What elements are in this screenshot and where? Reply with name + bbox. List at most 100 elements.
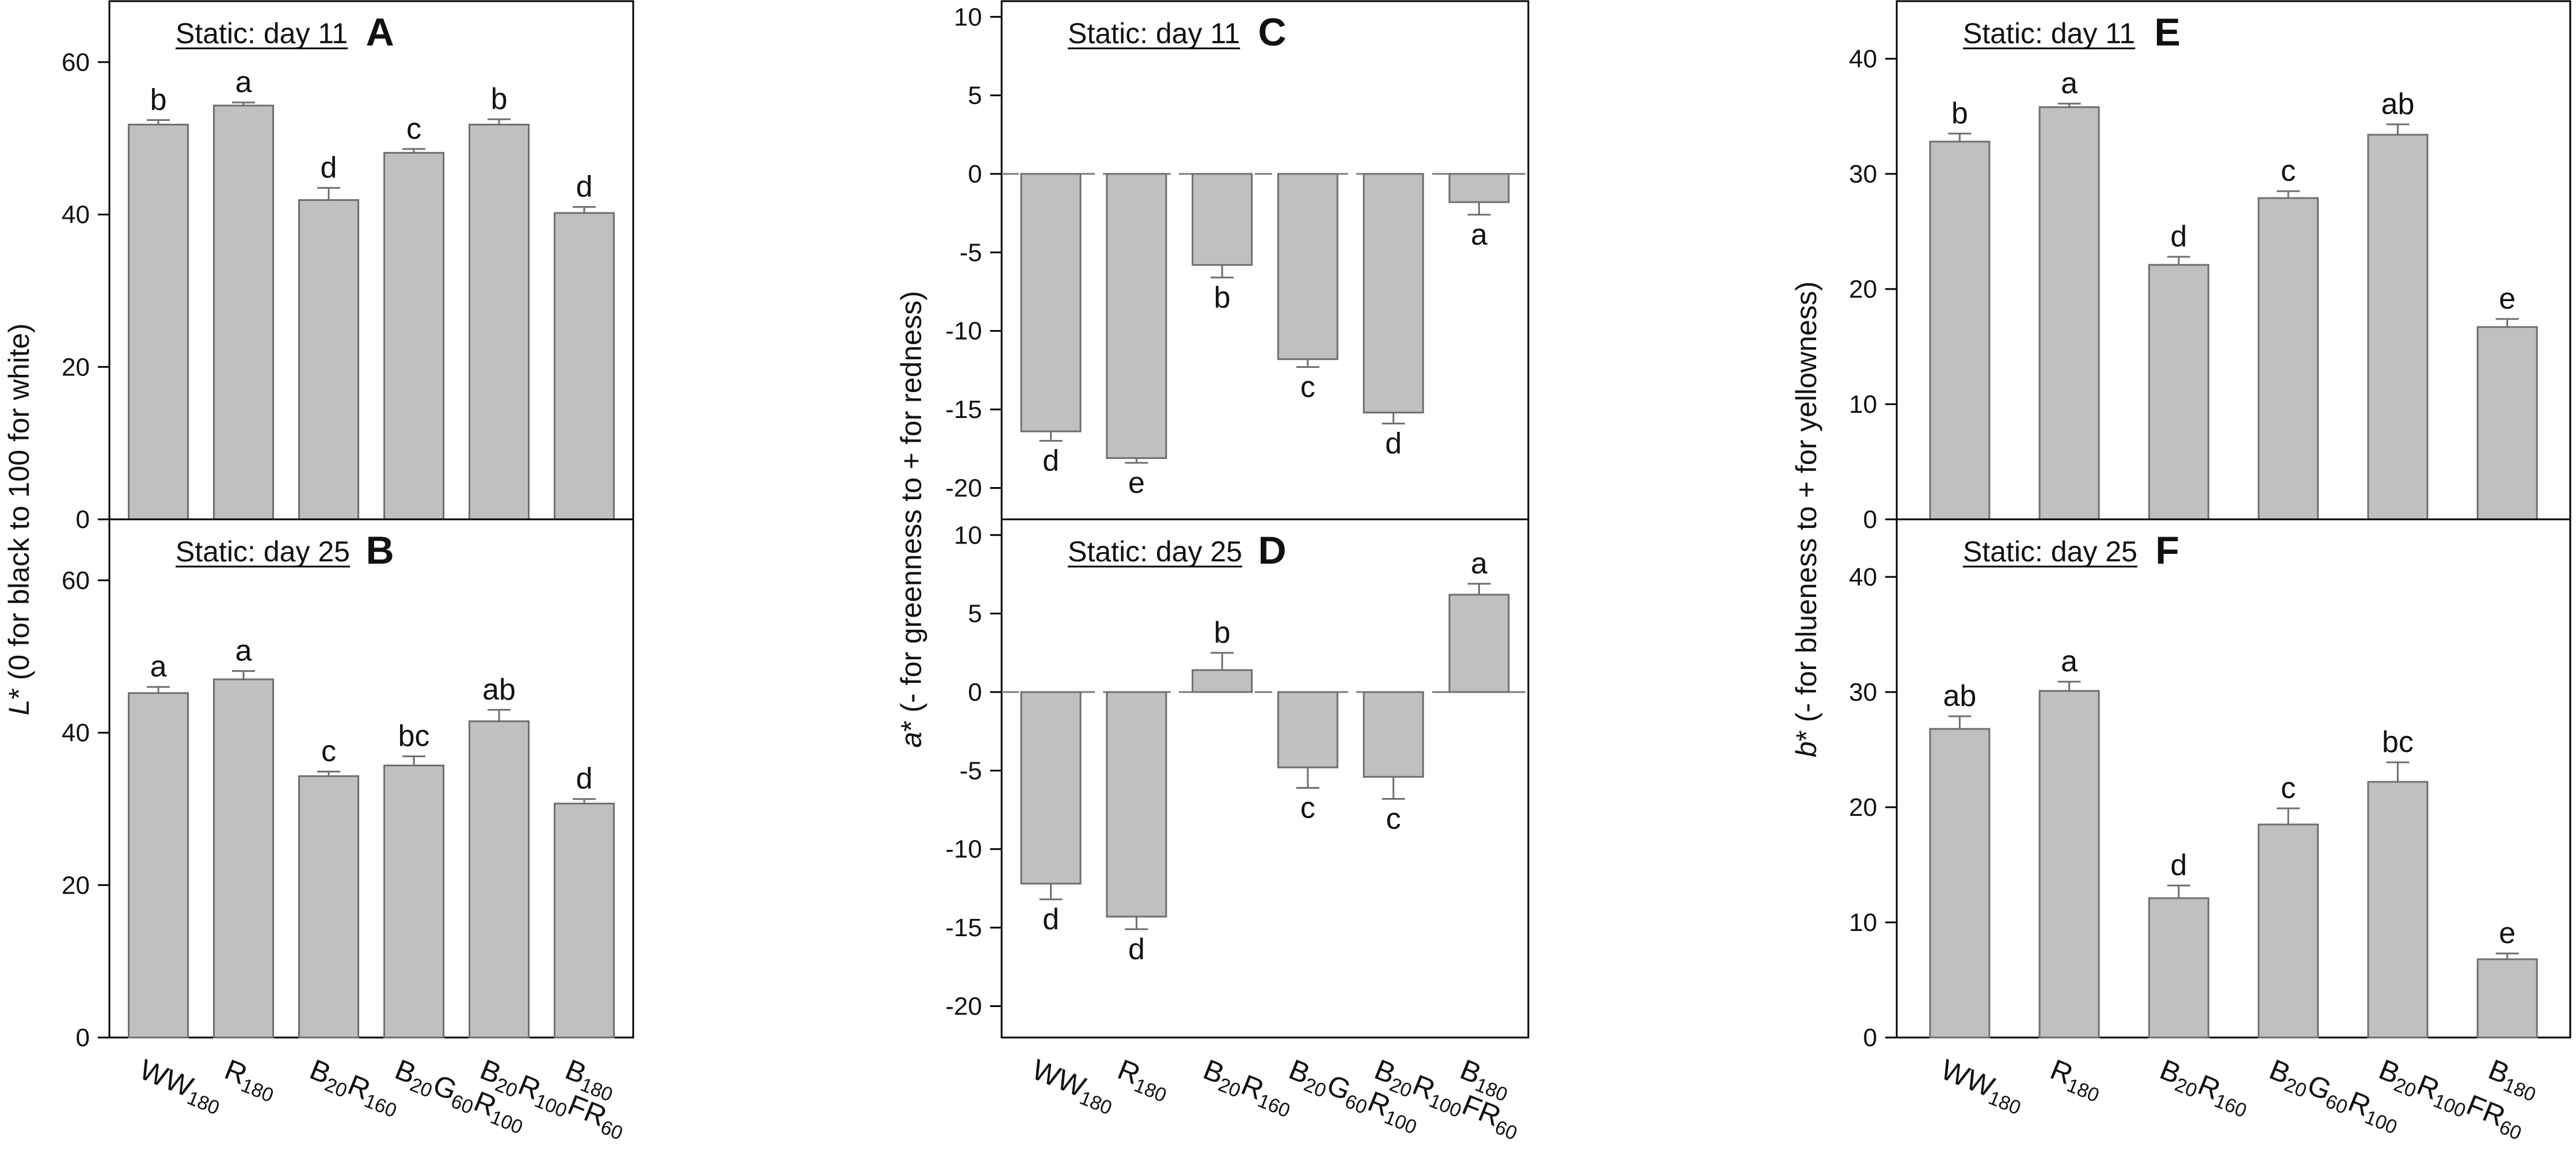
panel-a-bar [383, 151, 444, 520]
category-label-b180: B180 [1454, 1053, 1516, 1106]
panel-d-ytick-label: -5 [960, 757, 982, 785]
panel-c-sig-letter: b [1214, 281, 1231, 314]
panel-d-ytick-label: -10 [945, 835, 982, 864]
panel-d-ytick-label: 10 [954, 521, 982, 549]
panel-d-ytick-label: 5 [968, 600, 982, 628]
panel-a-ytick-label: 20 [62, 353, 90, 381]
y-axis-label-a: a* (- for greenness to + for redness) [895, 291, 927, 747]
panel-a-ytick-label: 60 [62, 48, 90, 77]
category-label-ww180: WW180 [134, 1053, 228, 1119]
panel-e-frame [1896, 0, 2571, 520]
panel-f-sig-letter: ab [1943, 679, 1976, 713]
panel-c: -20 -15 -10 -5 0 5 10 d e b c d a Static: day 11 C [945, 0, 1529, 520]
panel-c-ytick-label: 10 [954, 3, 982, 31]
panel-c-bar [1106, 173, 1167, 459]
category-label-r180: R180 [1112, 1053, 1175, 1107]
panel-d-ytick-label: -20 [945, 992, 982, 1020]
panel-b-bar [128, 692, 189, 1039]
panel-e-sig-letter: e [2499, 282, 2516, 316]
category-label-subscript: 100 [488, 1106, 526, 1138]
panel-f-sig-letter: d [2170, 849, 2187, 882]
panel-c-ytick-label: -5 [960, 238, 982, 267]
panel-b-bar [468, 720, 530, 1039]
panel-e-bar [1929, 140, 1991, 520]
panel-b-frame [108, 518, 634, 1039]
panel-f-ytick-label: 20 [1849, 793, 1877, 822]
panel-e-ytick-label: 40 [1849, 45, 1877, 73]
category-label-ww180: WW180 [1935, 1053, 2029, 1119]
panel-f-sig-letter: e [2499, 917, 2516, 950]
category-label-b20r100fr60: B20R100FR60 [2373, 1053, 2530, 1145]
panel-a-bar [128, 123, 189, 520]
category-label-subscript: 180 [184, 1087, 223, 1119]
panel-e-sig-letter: c [2281, 154, 2296, 188]
panel-a-sig-letter: b [490, 82, 507, 116]
category-label-subscript: 180 [238, 1074, 277, 1107]
panel-b-sig-letter: a [150, 650, 167, 683]
panel-b-ytick-label: 0 [76, 1024, 90, 1052]
panel-f-sig-letter: a [2061, 645, 2077, 678]
panel-d-frame [1000, 518, 1529, 1039]
panel-d-sig-letter: c [1386, 802, 1401, 835]
panel-b-sig-letter: a [235, 634, 252, 667]
panel-d-ytick-label: -15 [945, 914, 982, 942]
panel-f-ytick-label: 30 [1849, 678, 1877, 706]
panel-c-sig-letter: c [1300, 370, 1315, 404]
panel-b-sig-letter: c [321, 735, 336, 768]
panel-a-sig-letter: d [576, 170, 592, 203]
panel-f-bar [2367, 781, 2429, 1039]
panel-d-sig-letter: d [1042, 903, 1059, 936]
panel-e-bar [2367, 134, 2429, 520]
panel-b-bar [383, 765, 444, 1039]
panel-e-bar [2148, 264, 2209, 520]
panel-f: 0 10 20 30 40 ab a d c bc e Static: day 25 F [1849, 518, 2571, 1052]
panel-b-sig-letter: ab [482, 673, 516, 706]
panel-c-ytick-label: 0 [968, 160, 982, 188]
panel-b-title: Static: day 25 [176, 535, 350, 568]
panel-d-letter: D [1258, 529, 1286, 572]
panel-a-ytick-label: 0 [76, 506, 90, 534]
panel-d-bar [1192, 669, 1253, 693]
category-label-b180: B180 [560, 1053, 621, 1106]
panel-e-bar [2476, 326, 2538, 520]
panel-a-bar [213, 104, 275, 520]
panel-e-ytick-label: 10 [1849, 390, 1877, 419]
panel-e-sig-letter: a [2061, 67, 2077, 100]
category-label-r180: R180 [2045, 1053, 2108, 1107]
y-axis-label-variable: b [1790, 742, 1822, 758]
panel-d-bar [1106, 691, 1167, 918]
panel-f-bar [2476, 958, 2538, 1039]
panel-f-sig-letter: c [2281, 772, 2296, 805]
panel-b-letter: B [366, 529, 394, 572]
panel-f-title: Static: day 25 [1963, 535, 2137, 568]
panel-d-bar [1448, 594, 1510, 693]
category-label-b20r160: B20R160 [304, 1053, 405, 1122]
panel-e-sig-letter: d [2170, 220, 2187, 253]
category-label-subscript: 180 [1985, 1087, 2024, 1119]
panel-a: 0 20 40 60 b a d c b d Static: day 11 A [62, 0, 634, 534]
panel-c-ytick-label: -15 [945, 396, 982, 424]
panel-a-sig-letter: c [406, 112, 421, 146]
panel-c-sig-letter: e [1128, 466, 1145, 500]
y-axis-label-variable: a [895, 732, 927, 748]
panel-b-bar [298, 775, 360, 1039]
panel-b-ytick-label: 40 [62, 719, 90, 747]
category-label-subscript: 100 [1382, 1106, 1420, 1138]
panel-a-sig-letter: d [321, 151, 337, 184]
panel-b-sig-letter: bc [398, 720, 430, 753]
panel-e-ytick-label: 30 [1849, 160, 1877, 188]
category-label-ww180: WW180 [1026, 1053, 1121, 1119]
panel-c-ytick-label: -10 [945, 317, 982, 345]
panel-e-bar [2258, 197, 2319, 520]
panel-c-bar [1192, 173, 1253, 266]
panel-c-sig-letter: d [1385, 427, 1402, 461]
panel-f-ytick-label: 40 [1849, 563, 1877, 591]
panel-a-sig-letter: b [150, 83, 167, 116]
panel-b-bar [213, 678, 275, 1039]
panel-c-ytick-label: -20 [945, 474, 982, 502]
panel-e-title: Static: day 11 [1963, 17, 2135, 50]
panel-c-ytick-label: 5 [968, 82, 982, 110]
panel-f-sig-letter: bc [2382, 725, 2414, 759]
panel-f-bar [2258, 823, 2319, 1039]
